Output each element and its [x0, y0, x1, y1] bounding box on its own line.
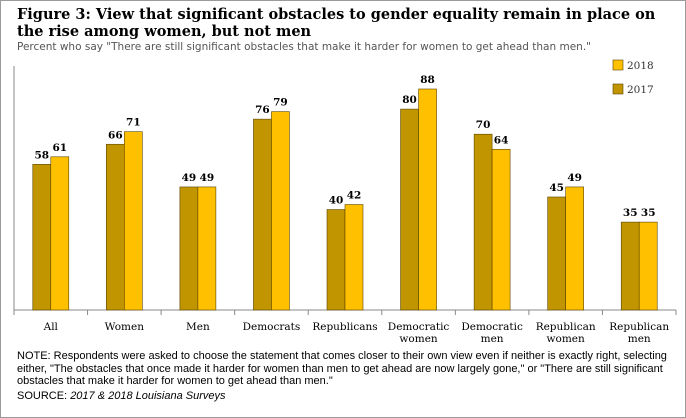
bar-2017-1: [106, 143, 125, 311]
x-tick-label-6: men: [481, 333, 504, 345]
data-label-2018-7: 49: [567, 172, 582, 184]
x-tick-label-2: Men: [186, 321, 210, 333]
x-tick-label-4: Republicans: [312, 321, 377, 333]
x-tick-label-3: Democrats: [243, 321, 301, 333]
chart-title: Figure 3: View that significant obstacle…: [17, 6, 656, 40]
source-text: 2017 & 2018 Louisiana Surveys: [70, 390, 226, 402]
chart-note: NOTE: Respondents were asked to choose t…: [17, 350, 667, 388]
data-label-2018-1: 71: [126, 117, 141, 129]
data-label-2017-7: 45: [549, 182, 564, 194]
data-label-2018-0: 61: [52, 142, 67, 154]
bar-2017-5: [400, 108, 419, 311]
x-tick-label-7: women: [547, 333, 585, 345]
data-label-2017-1: 66: [108, 129, 123, 141]
bar-2017-4: [326, 209, 346, 311]
bar-2017-7: [547, 196, 566, 311]
bar-2018-1: [124, 131, 143, 311]
bar-2017-3: [253, 118, 272, 311]
bar-2018-2: [197, 186, 217, 311]
data-label-2017-5: 80: [402, 94, 417, 106]
legend-swatch-2017: [612, 83, 624, 95]
bar-2018-7: [565, 186, 584, 311]
chart-source: SOURCE: 2017 & 2018 Louisiana Surveys: [17, 390, 677, 402]
bar-2018-6: [491, 148, 511, 311]
data-label-2018-6: 64: [494, 134, 509, 146]
x-tick-label-5: women: [399, 333, 437, 345]
data-label-2017-8: 35: [623, 207, 638, 219]
bar-2017-0: [32, 164, 52, 311]
data-label-2018-2: 49: [200, 172, 215, 184]
data-label-2017-2: 49: [182, 172, 197, 184]
data-label-2018-3: 79: [273, 97, 288, 109]
data-label-2017-0: 58: [34, 149, 49, 161]
x-tick-label-0: All: [43, 321, 59, 333]
data-label-2018-8: 35: [641, 207, 656, 219]
x-tick-label-5: Democratic: [388, 321, 450, 333]
data-label-2017-3: 76: [255, 104, 270, 116]
legend: 2018 2017: [612, 59, 654, 96]
data-label-2018-5: 88: [420, 74, 435, 86]
bar-2018-5: [418, 88, 437, 311]
legend-swatch-2018: [612, 59, 624, 71]
bar-2018-3: [271, 111, 290, 311]
data-label-2017-4: 40: [329, 195, 344, 207]
x-tick-label-8: Republican: [609, 321, 669, 333]
chart-subtitle: Percent who say "There are still signifi…: [17, 41, 591, 53]
x-tick-label-1: Women: [105, 321, 145, 333]
bar-2017-2: [179, 186, 199, 311]
legend-label-2018: 2018: [627, 60, 654, 72]
bar-2017-6: [473, 133, 493, 311]
x-tick-label-7: Republican: [536, 321, 596, 333]
x-tick-label-6: Democratic: [461, 321, 523, 333]
data-label-2017-6: 70: [476, 119, 491, 131]
bar-2018-8: [638, 221, 658, 311]
bar-2018-4: [344, 204, 364, 311]
x-tick-label-8: men: [628, 333, 651, 345]
source-label: SOURCE:: [17, 390, 68, 402]
legend-label-2017: 2017: [627, 84, 654, 96]
data-label-2018-4: 42: [347, 190, 362, 202]
bar-2017-8: [620, 221, 640, 311]
bar-2018-0: [50, 156, 70, 311]
